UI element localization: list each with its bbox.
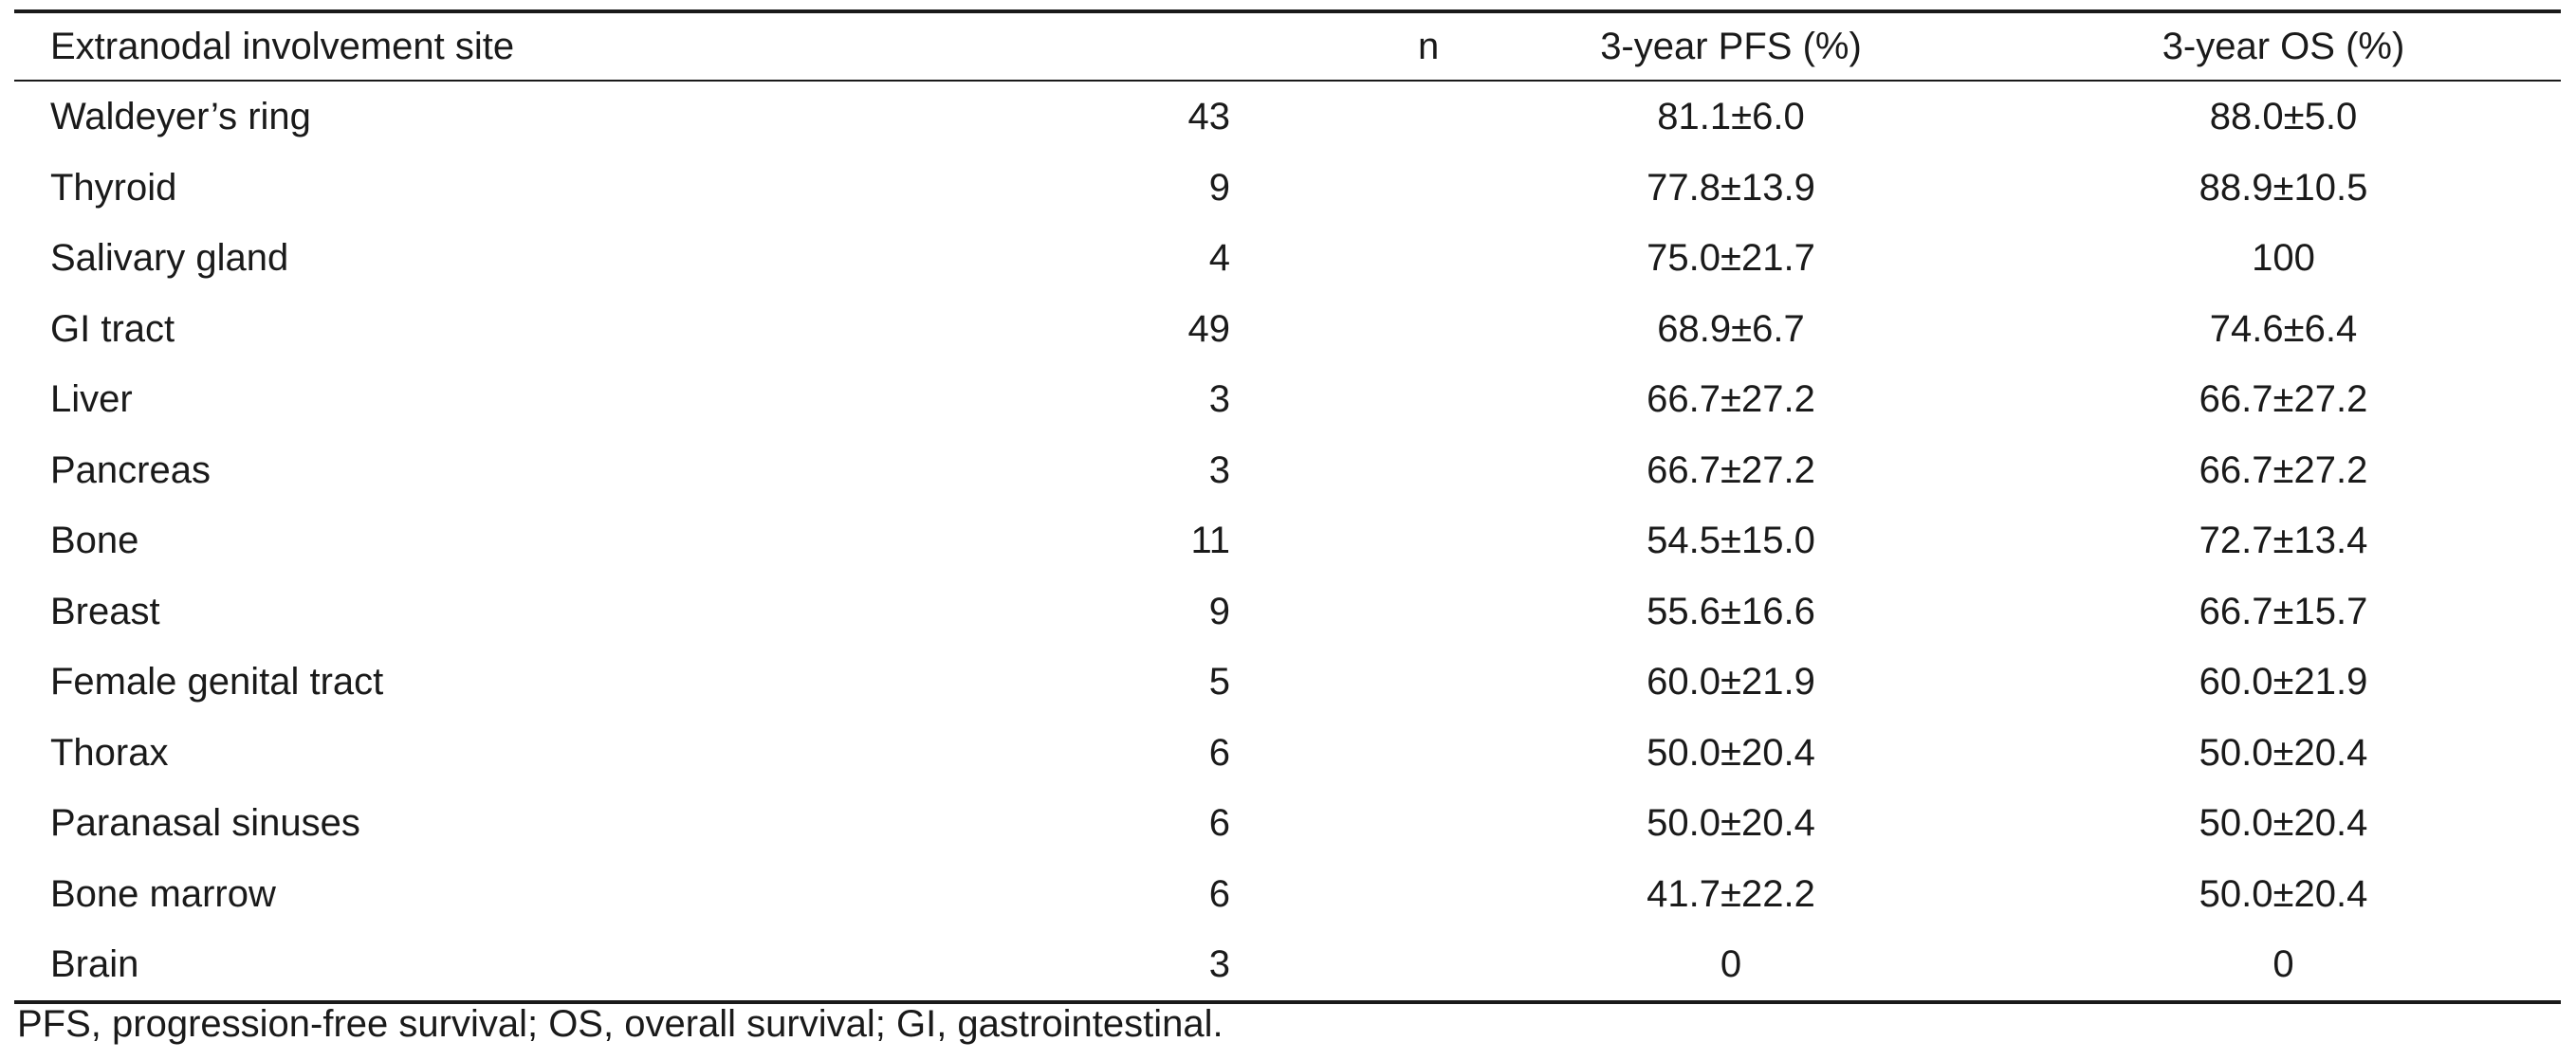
header-site: Extranodal involvement site: [50, 26, 515, 67]
cell-os: 100: [2252, 237, 2315, 280]
cell-site: Bone: [50, 520, 139, 562]
table-row: Salivary gland 4 75.0±21.7 100: [14, 223, 2561, 294]
survival-table: Extranodal involvement site n 3-year PFS…: [14, 9, 2561, 1004]
cell-site: Paranasal sinuses: [50, 802, 360, 845]
cell-pfs: 54.5±15.0: [1647, 520, 1815, 562]
cell-os: 88.0±5.0: [2209, 96, 2358, 138]
table-row: Bone marrow 6 41.7±22.2 50.0±20.4: [14, 859, 2561, 930]
cell-pfs: 81.1±6.0: [1657, 96, 1805, 138]
cell-n: 9: [1208, 166, 1230, 209]
header-os: 3-year OS (%): [2162, 26, 2405, 67]
cell-pfs: 60.0±21.9: [1647, 661, 1815, 704]
cell-pfs: 75.0±21.7: [1647, 237, 1815, 280]
cell-os: 60.0±21.9: [2199, 661, 2368, 704]
cell-n: 3: [1208, 943, 1230, 986]
cell-pfs: 66.7±27.2: [1647, 448, 1815, 491]
cell-os: 50.0±20.4: [2199, 731, 2368, 774]
table-row: GI tract 49 68.9±6.7 74.6±6.4: [14, 294, 2561, 365]
cell-os: 74.6±6.4: [2209, 307, 2358, 350]
header-n: n: [1418, 26, 1440, 67]
cell-pfs: 50.0±20.4: [1647, 731, 1815, 774]
cell-n: 6: [1208, 872, 1230, 915]
cell-os: 50.0±20.4: [2199, 872, 2368, 915]
header-row: Extranodal involvement site n 3-year PFS…: [14, 11, 2561, 81]
cell-site: Pancreas: [50, 448, 211, 491]
table-row: Waldeyer’s ring 43 81.1±6.0 88.0±5.0: [14, 81, 2561, 153]
table-row: Thyroid 9 77.8±13.9 88.9±10.5: [14, 153, 2561, 224]
header-pfs: 3-year PFS (%): [1600, 26, 1862, 67]
table-row: Breast 9 55.6±16.6 66.7±15.7: [14, 576, 2561, 648]
table-row: Liver 3 66.7±27.2 66.7±27.2: [14, 364, 2561, 435]
cell-os: 50.0±20.4: [2199, 802, 2368, 845]
cell-os: 66.7±27.2: [2199, 378, 2368, 421]
cell-pfs: 77.8±13.9: [1647, 166, 1815, 209]
table-row: Paranasal sinuses 6 50.0±20.4 50.0±20.4: [14, 788, 2561, 859]
cell-n: 4: [1208, 237, 1230, 280]
cell-os: 88.9±10.5: [2199, 166, 2368, 209]
cell-pfs: 41.7±22.2: [1647, 872, 1815, 915]
table-body: Waldeyer’s ring 43 81.1±6.0 88.0±5.0 Thy…: [14, 81, 2561, 1002]
cell-site: Breast: [50, 590, 160, 632]
cell-os: 72.7±13.4: [2199, 520, 2368, 562]
cell-site: Bone marrow: [50, 872, 276, 915]
cell-pfs: 55.6±16.6: [1647, 590, 1815, 632]
table-row: Female genital tract 5 60.0±21.9 60.0±21…: [14, 647, 2561, 718]
cell-os: 0: [2272, 943, 2294, 986]
cell-n: 3: [1208, 378, 1230, 421]
cell-n: 5: [1208, 661, 1230, 704]
cell-site: Thyroid: [50, 166, 177, 209]
cell-site: Thorax: [50, 731, 169, 774]
cell-pfs: 50.0±20.4: [1647, 802, 1815, 845]
cell-site: Liver: [50, 378, 133, 421]
survival-table-container: Extranodal involvement site n 3-year PFS…: [14, 9, 2561, 1004]
table-row: Pancreas 3 66.7±27.2 66.7±27.2: [14, 435, 2561, 506]
cell-pfs: 0: [1720, 943, 1742, 986]
cell-site: Salivary gland: [50, 237, 289, 280]
cell-n: 43: [1187, 96, 1231, 138]
cell-os: 66.7±15.7: [2199, 590, 2368, 632]
table-row: Thorax 6 50.0±20.4 50.0±20.4: [14, 718, 2561, 789]
cell-site: GI tract: [50, 307, 175, 350]
cell-site: Waldeyer’s ring: [50, 96, 311, 138]
cell-os: 66.7±27.2: [2199, 448, 2368, 491]
cell-n: 9: [1208, 590, 1230, 632]
cell-site: Brain: [50, 943, 139, 986]
table-row: Brain 3 0 0: [14, 929, 2561, 1002]
table-row: Bone 11 54.5±15.0 72.7±13.4: [14, 505, 2561, 576]
cell-n: 49: [1187, 307, 1231, 350]
cell-n: 3: [1208, 448, 1230, 491]
cell-n: 6: [1208, 802, 1230, 845]
table-footnote: PFS, progression-free survival; OS, over…: [17, 1003, 1224, 1045]
cell-site: Female genital tract: [50, 661, 384, 704]
cell-n: 11: [1190, 520, 1230, 562]
table-header: Extranodal involvement site n 3-year PFS…: [14, 11, 2561, 81]
cell-pfs: 66.7±27.2: [1647, 378, 1815, 421]
cell-n: 6: [1208, 731, 1230, 774]
cell-pfs: 68.9±6.7: [1657, 307, 1805, 350]
